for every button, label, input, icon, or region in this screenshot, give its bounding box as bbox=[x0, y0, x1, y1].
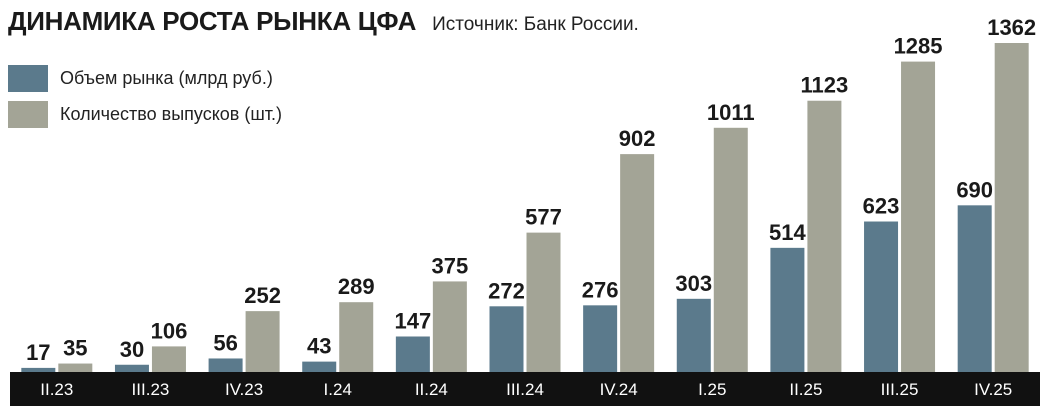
x-axis-band bbox=[10, 372, 1040, 406]
title-row: ДИНАМИКА РОСТА РЫНКА ЦФА Источник: Банк … bbox=[8, 6, 639, 42]
data-label-volume: 17 bbox=[26, 340, 50, 365]
bar-issues bbox=[151, 346, 186, 372]
bar-volume bbox=[114, 364, 149, 372]
data-label-issues: 289 bbox=[338, 274, 375, 299]
data-label-volume: 514 bbox=[769, 220, 806, 245]
data-label-issues: 1123 bbox=[801, 73, 849, 98]
bar-volume bbox=[957, 205, 992, 372]
bar-issues bbox=[58, 363, 93, 372]
bar-volume bbox=[395, 336, 430, 372]
bar-volume bbox=[676, 298, 711, 372]
bar-volume bbox=[489, 306, 524, 372]
x-tick-label: I.25 bbox=[698, 380, 726, 399]
data-label-issues: 577 bbox=[525, 205, 562, 230]
legend: Объем рынка (млрд руб.) Количество выпус… bbox=[8, 63, 282, 135]
data-label-volume: 623 bbox=[863, 194, 900, 219]
x-tick-label: II.23 bbox=[40, 380, 73, 399]
data-label-issues: 1285 bbox=[894, 34, 943, 59]
data-label-volume: 272 bbox=[488, 278, 525, 303]
legend-label-volume: Объем рынка (млрд руб.) bbox=[60, 67, 273, 88]
bar-volume bbox=[583, 305, 618, 372]
bar-issues bbox=[245, 311, 280, 372]
data-label-issues: 35 bbox=[63, 336, 87, 361]
legend-swatch-volume bbox=[8, 64, 48, 92]
data-label-volume: 690 bbox=[956, 177, 993, 202]
bar-issues bbox=[432, 281, 467, 372]
x-tick-label: III.25 bbox=[881, 380, 919, 399]
data-label-issues: 252 bbox=[244, 283, 281, 308]
bar-issues bbox=[807, 100, 842, 373]
x-tick-label: IV.23 bbox=[225, 380, 263, 399]
bar-issues bbox=[526, 232, 561, 372]
bar-volume bbox=[208, 358, 243, 372]
legend-label-issues: Количество выпусков (шт.) bbox=[60, 103, 283, 124]
bar-issues bbox=[713, 127, 748, 372]
x-tick-label: III.23 bbox=[132, 380, 170, 399]
bar-issues bbox=[339, 302, 374, 372]
legend-swatch-issues bbox=[8, 100, 48, 128]
bar-issues bbox=[620, 154, 655, 372]
bar-volume bbox=[864, 221, 899, 372]
x-tick-label: I.24 bbox=[324, 380, 352, 399]
data-label-volume: 30 bbox=[120, 337, 144, 362]
legend-item-volume: Объем рынка (млрд руб.) bbox=[8, 63, 282, 93]
data-label-issues: 902 bbox=[619, 126, 656, 151]
x-tick-label: II.25 bbox=[789, 380, 822, 399]
x-tick-label: II.24 bbox=[415, 380, 448, 399]
data-label-volume: 276 bbox=[582, 277, 619, 302]
bar-volume bbox=[21, 367, 56, 372]
bar-issues bbox=[994, 43, 1029, 372]
data-label-volume: 43 bbox=[307, 334, 331, 359]
data-label-issues: 375 bbox=[432, 253, 469, 278]
data-label-issues: 1011 bbox=[707, 100, 755, 125]
data-label-volume: 56 bbox=[213, 330, 237, 355]
chart-source: Источник: Банк России. bbox=[432, 14, 639, 35]
data-label-issues: 106 bbox=[151, 318, 188, 343]
data-label-volume: 303 bbox=[675, 271, 712, 296]
bar-volume bbox=[302, 361, 337, 372]
data-label-volume: 147 bbox=[395, 308, 432, 333]
x-tick-label: IV.24 bbox=[600, 380, 638, 399]
data-label-issues: 1362 bbox=[987, 15, 1036, 40]
x-tick-label: III.24 bbox=[506, 380, 544, 399]
bar-issues bbox=[901, 61, 936, 372]
chart-title: ДИНАМИКА РОСТА РЫНКА ЦФА bbox=[8, 6, 417, 36]
bar-volume bbox=[770, 247, 805, 372]
x-tick-label: IV.25 bbox=[974, 380, 1012, 399]
legend-item-issues: Количество выпусков (шт.) bbox=[8, 99, 282, 129]
